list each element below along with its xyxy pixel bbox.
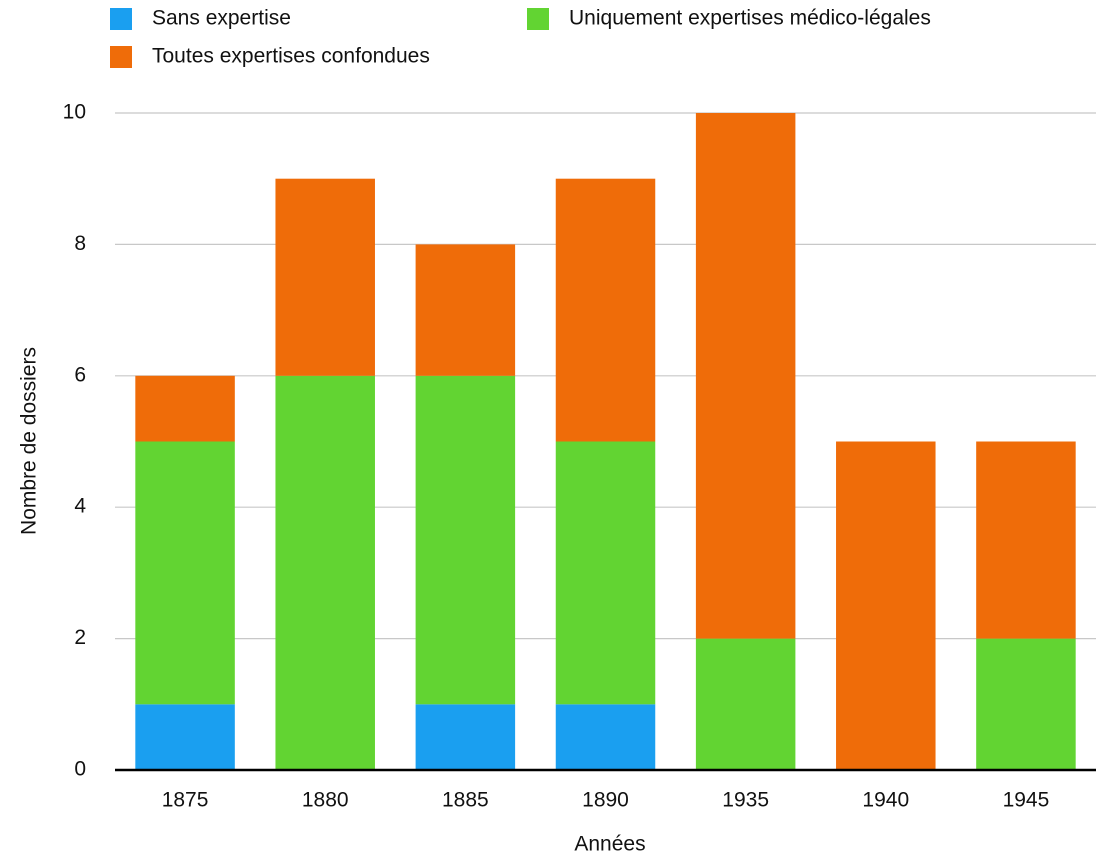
bar-segment xyxy=(555,441,656,705)
x-tick-label: 1880 xyxy=(302,789,349,812)
y-tick-label: 2 xyxy=(74,626,86,649)
bar-segment xyxy=(976,441,1076,639)
y-tick-label: 4 xyxy=(74,495,86,518)
bar-segment xyxy=(415,375,516,705)
bar-segment xyxy=(415,704,516,770)
legend-label: Sans expertise xyxy=(152,7,291,30)
y-tick-label: 0 xyxy=(74,758,86,781)
bar-segment xyxy=(135,704,235,770)
legend-swatch xyxy=(110,46,132,68)
x-tick-label: 1945 xyxy=(1003,789,1050,812)
bar-segment xyxy=(695,113,796,639)
x-tick-label: 1890 xyxy=(582,789,629,812)
bar-segment xyxy=(836,441,936,770)
legend-swatch xyxy=(110,8,132,30)
x-axis-label: Années xyxy=(574,833,645,856)
bar-segment xyxy=(135,441,235,705)
legend-swatch xyxy=(527,8,549,30)
x-tick-label: 1875 xyxy=(162,789,209,812)
legend-label: Toutes expertises confondues xyxy=(152,45,430,68)
bar-segment xyxy=(135,375,235,442)
x-tick-label: 1935 xyxy=(722,789,769,812)
bar-segment xyxy=(415,244,516,376)
bar-segment xyxy=(275,178,375,376)
bar-segment xyxy=(275,375,375,770)
x-tick-label: 1940 xyxy=(862,789,909,812)
x-tick-label: 1885 xyxy=(442,789,489,812)
y-tick-label: 10 xyxy=(63,101,86,124)
y-tick-label: 8 xyxy=(74,232,86,255)
legend-label: Uniquement expertises médico-légales xyxy=(569,7,931,30)
y-axis-label: Nombre de dossiers xyxy=(18,347,41,535)
bar-segment xyxy=(555,704,656,770)
y-tick-label: 6 xyxy=(74,363,86,386)
bar-segment xyxy=(976,638,1076,770)
bar-segment xyxy=(555,178,656,442)
bar-segment xyxy=(695,638,796,770)
